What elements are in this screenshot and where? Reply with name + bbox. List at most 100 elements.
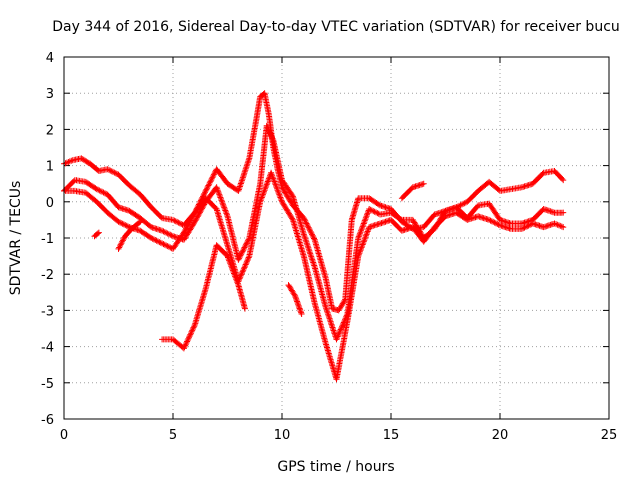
- data-segment: [126, 207, 143, 221]
- series-track-short-2: [285, 282, 305, 318]
- plot-frame: [63, 56, 610, 420]
- data-segment: [115, 234, 128, 252]
- data-segment: [170, 230, 187, 252]
- data-segment: [300, 253, 318, 305]
- data-segment: [180, 211, 198, 236]
- data-segment: [213, 166, 230, 186]
- data-segment: [71, 187, 88, 196]
- data-segment: [311, 264, 329, 309]
- data-segment: [170, 216, 186, 228]
- data-segment: [213, 242, 230, 258]
- data-segment: [115, 218, 131, 230]
- data-segment: [420, 225, 437, 245]
- data-segment: [279, 198, 296, 222]
- data-segment: [540, 221, 557, 231]
- data-segment: [93, 186, 110, 197]
- data-segment: [285, 282, 298, 298]
- data-segment: [246, 182, 263, 241]
- y-tick-label: -2: [41, 268, 54, 283]
- data-segment: [104, 166, 121, 177]
- data-point: [95, 229, 102, 236]
- data-segment: [78, 155, 92, 166]
- series-track-deep: [159, 242, 248, 352]
- y-tick-label: 2: [46, 123, 54, 138]
- data-segment: [292, 292, 305, 316]
- data-segment: [148, 235, 164, 246]
- data-segment: [322, 303, 339, 341]
- data-point: [298, 311, 305, 318]
- data-segment: [335, 297, 348, 314]
- data-segment: [224, 253, 241, 287]
- data-segment: [257, 171, 274, 205]
- data-segment: [93, 198, 110, 215]
- data-point: [560, 209, 567, 216]
- data-segment: [246, 200, 263, 260]
- data-segment: [486, 216, 502, 228]
- data-segment: [529, 207, 546, 223]
- data-segment: [486, 178, 502, 193]
- data-segment: [355, 207, 372, 241]
- x-axis-label: GPS time / hours: [277, 459, 394, 475]
- data-segment: [355, 225, 372, 260]
- chart-title: Day 344 of 2016, Sidereal Day-to-day VTE…: [52, 19, 620, 35]
- data-segment: [366, 195, 382, 208]
- x-tick-label: 5: [169, 428, 177, 443]
- data-segment: [122, 227, 134, 240]
- data-segment: [159, 227, 175, 239]
- data-segment: [82, 189, 99, 204]
- y-tick-label: -1: [41, 232, 54, 247]
- series-track-short-1: [115, 218, 144, 252]
- data-segment: [213, 206, 230, 247]
- y-tick-label: -4: [41, 341, 54, 356]
- y-tick-label: -3: [41, 304, 54, 319]
- data-segment: [342, 218, 355, 303]
- y-tick-label: 3: [46, 87, 54, 102]
- x-tick-label: 25: [601, 428, 618, 443]
- data-segment: [311, 300, 329, 345]
- x-tick-label: 10: [274, 428, 291, 443]
- data-segment: [551, 220, 565, 230]
- data-segment: [224, 213, 241, 262]
- data-segment: [202, 243, 220, 292]
- data-segment: [257, 124, 270, 187]
- data-segment: [180, 220, 197, 243]
- data-point: [137, 218, 144, 225]
- x-tick-label: 20: [492, 428, 509, 443]
- data-segment: [420, 212, 437, 231]
- data-segment: [348, 196, 361, 223]
- tick-labels: 0 5 10 15 20 25 -6 -5 -4 -3 -2 -1 0 1 2 3 4: [41, 51, 617, 443]
- data-segment: [263, 122, 276, 142]
- data-segment: [398, 185, 415, 202]
- y-axis-label: SDTVAR / TECUs: [8, 181, 24, 296]
- data-segment: [464, 189, 481, 205]
- data-segment: [246, 120, 259, 162]
- data-segment: [191, 287, 209, 328]
- series-track-short-3: [398, 180, 427, 202]
- y-tick-label: -5: [41, 377, 54, 392]
- data-segment: [137, 215, 153, 230]
- data-segment: [289, 193, 307, 236]
- data-segment: [235, 236, 252, 263]
- data-point: [560, 224, 567, 231]
- data-segment: [270, 137, 285, 182]
- data-segment: [159, 240, 175, 252]
- data-segment: [104, 209, 121, 224]
- y-tick-label: 4: [46, 51, 54, 66]
- data-segment: [104, 191, 121, 210]
- data-segment: [289, 216, 307, 258]
- x-tick-label: 0: [60, 428, 68, 443]
- data-series: [61, 90, 567, 383]
- data-segment: [235, 156, 252, 194]
- data-segment: [202, 195, 219, 211]
- data-segment: [279, 177, 296, 199]
- data-segment: [279, 184, 296, 208]
- data-segment: [344, 254, 361, 325]
- data-segment: [300, 231, 318, 269]
- data-segment: [388, 209, 404, 223]
- y-tick-label: -6: [41, 413, 54, 428]
- y-tick-label: 1: [46, 160, 54, 175]
- data-segment: [115, 171, 132, 188]
- data-segment: [486, 200, 503, 222]
- data-segment: [180, 323, 198, 352]
